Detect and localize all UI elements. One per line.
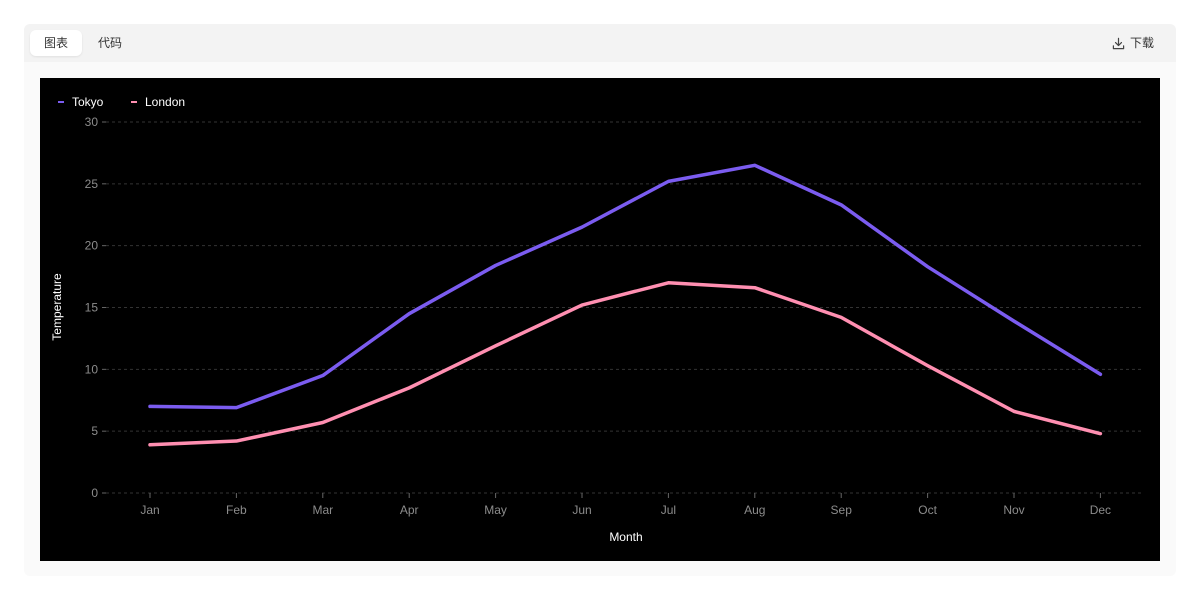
x-tick-label: May bbox=[484, 503, 507, 517]
x-tick-label: Dec bbox=[1090, 503, 1111, 517]
x-tick-label: Oct bbox=[918, 503, 937, 517]
legend-label: Tokyo bbox=[72, 95, 104, 109]
data-point-london[interactable] bbox=[320, 420, 326, 426]
tab-chart[interactable]: 图表 bbox=[30, 30, 83, 56]
x-tick-label: Apr bbox=[400, 503, 419, 517]
x-tick-label: Mar bbox=[312, 503, 333, 517]
download-icon bbox=[1112, 37, 1125, 49]
y-tick-label: 15 bbox=[85, 301, 99, 315]
y-tick-label: 0 bbox=[91, 486, 98, 500]
series-layer bbox=[147, 162, 1103, 448]
temperature-line-chart: 0 5 10 15 20 25 30 Jan Feb Mar Apr May Jun Jul Aug Sep O… bbox=[50, 95, 1144, 544]
legend-label: London bbox=[145, 95, 185, 109]
data-point-london[interactable] bbox=[665, 280, 671, 286]
data-point-london[interactable] bbox=[1011, 408, 1017, 414]
y-tick-label: 30 bbox=[85, 115, 99, 129]
data-point-tokyo[interactable] bbox=[233, 405, 239, 411]
data-point-tokyo[interactable] bbox=[320, 373, 326, 379]
data-point-tokyo[interactable] bbox=[493, 262, 499, 268]
y-tick-label: 25 bbox=[85, 177, 99, 191]
download-button[interactable]: 下载 bbox=[1112, 30, 1154, 56]
tab-code[interactable]: 代码 bbox=[98, 36, 123, 50]
data-point-london[interactable] bbox=[579, 302, 585, 308]
series-line-tokyo[interactable] bbox=[148, 163, 1103, 410]
x-tick-label: Sep bbox=[831, 503, 853, 517]
data-point-london[interactable] bbox=[406, 385, 412, 391]
data-point-tokyo[interactable] bbox=[925, 264, 931, 270]
axis-layer: 0 5 10 15 20 25 30 Jan Feb Mar Apr May Jun Jul Aug Sep O… bbox=[85, 115, 1111, 517]
x-tick-label: Jan bbox=[140, 503, 159, 517]
data-point-tokyo[interactable] bbox=[406, 311, 412, 317]
data-point-tokyo[interactable] bbox=[579, 224, 585, 230]
data-point-london[interactable] bbox=[147, 442, 153, 448]
x-axis-title: Month bbox=[609, 530, 642, 544]
x-tick-label: Jul bbox=[661, 503, 676, 517]
data-point-tokyo[interactable] bbox=[1011, 318, 1017, 324]
data-point-tokyo[interactable] bbox=[1097, 371, 1103, 377]
x-tick-label: Feb bbox=[226, 503, 247, 517]
x-tick-label: Aug bbox=[744, 503, 765, 517]
chart-panel: 0 5 10 15 20 25 30 Jan Feb Mar Apr May Jun Jul Aug Sep O… bbox=[40, 78, 1160, 561]
x-tick-label: Nov bbox=[1003, 503, 1024, 517]
legend[interactable]: Tokyo London bbox=[58, 95, 185, 109]
data-point-london[interactable] bbox=[233, 438, 239, 444]
y-tick-label: 20 bbox=[85, 239, 99, 253]
data-point-london[interactable] bbox=[925, 363, 931, 369]
x-tick-label: Jun bbox=[572, 503, 591, 517]
y-tick-label: 10 bbox=[85, 362, 99, 376]
data-point-london[interactable] bbox=[493, 343, 499, 349]
data-point-tokyo[interactable] bbox=[838, 202, 844, 208]
y-axis-title: Temperature bbox=[50, 273, 64, 341]
series-line-london[interactable] bbox=[148, 281, 1103, 447]
data-point-tokyo[interactable] bbox=[665, 178, 671, 184]
download-label: 下载 bbox=[1129, 36, 1154, 50]
grid-layer bbox=[106, 121, 1144, 494]
data-point-london[interactable] bbox=[838, 314, 844, 320]
chart-card: 图表 代码 下载 0 5 10 15 20 25 30 Jan Feb Mar Apr May Jun J… bbox=[24, 24, 1176, 576]
y-tick-label: 5 bbox=[91, 424, 98, 438]
data-point-tokyo[interactable] bbox=[147, 403, 153, 409]
data-point-london[interactable] bbox=[1097, 431, 1103, 437]
toolbar: 图表 代码 下载 bbox=[24, 24, 1176, 62]
data-point-tokyo[interactable] bbox=[752, 162, 758, 168]
legend-item-tokyo[interactable]: Tokyo bbox=[58, 95, 104, 109]
legend-item-london[interactable]: London bbox=[131, 95, 185, 109]
data-point-london[interactable] bbox=[752, 285, 758, 291]
